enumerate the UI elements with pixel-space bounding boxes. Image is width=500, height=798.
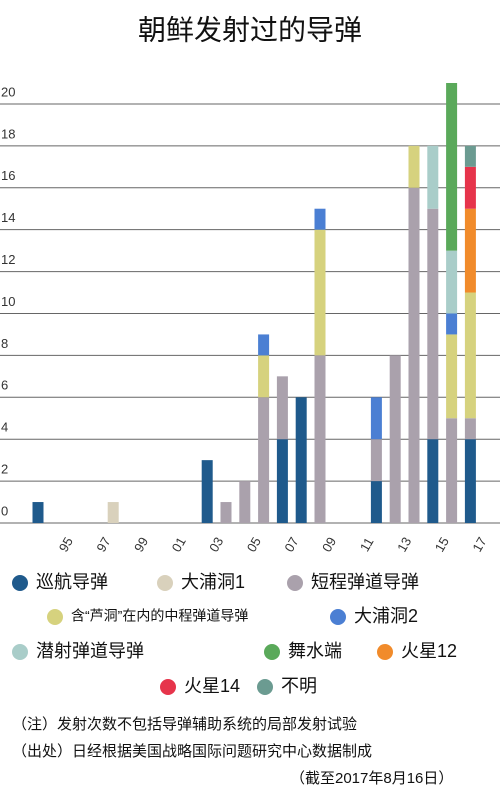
bar-segment <box>464 292 476 419</box>
x-tick-label: 09 <box>319 534 339 554</box>
bar-segment <box>276 376 288 440</box>
bar-segment <box>446 313 458 335</box>
bar-segment <box>370 481 382 523</box>
y-tick-label: 4 <box>1 420 8 435</box>
legend-label: 火星14 <box>184 676 240 696</box>
bar-segment <box>446 418 458 523</box>
legend-swatch <box>157 575 173 591</box>
legend-label: 大浦洞2 <box>354 606 418 626</box>
legend-swatch <box>287 575 303 591</box>
bar-segment <box>107 502 119 523</box>
legend-label: 不明 <box>281 676 317 696</box>
bar-segment <box>201 460 213 523</box>
x-tick-label: 15 <box>432 534 452 554</box>
bar-segment <box>220 502 232 523</box>
legend-swatch <box>12 575 28 591</box>
bar-segment <box>314 355 326 523</box>
legend-label: 火星12 <box>401 641 457 661</box>
legend-label: 大浦洞1 <box>181 572 245 592</box>
bar-segment <box>258 334 270 356</box>
legend-swatch <box>330 609 346 625</box>
bar-segment <box>464 439 476 523</box>
legend-swatch <box>257 679 273 695</box>
legend-swatch <box>47 609 63 625</box>
y-tick-label: 14 <box>1 210 15 225</box>
bar-segment <box>427 439 439 523</box>
x-tick-label: 95 <box>56 534 76 554</box>
bar-segment <box>314 208 326 230</box>
note: （出处）日经根据美国战略国际问题研究中心数据制成 <box>12 743 372 760</box>
bar-segment <box>370 397 382 440</box>
note: （注）发射次数不包括导弹辅助系统的局部发射试验 <box>12 716 357 733</box>
y-tick-label: 2 <box>1 462 8 477</box>
bar-segment <box>239 481 251 523</box>
bar-segment <box>408 145 420 188</box>
legend-swatch <box>377 644 393 660</box>
legend-label: 舞水端 <box>288 641 342 661</box>
legend-label: 短程弹道导弹 <box>311 572 419 592</box>
bar-segment <box>446 83 458 251</box>
legend-label: 潜射弹道导弹 <box>36 641 144 661</box>
x-tick-label: 99 <box>131 534 151 554</box>
y-tick-label: 0 <box>1 503 8 518</box>
bar-segment <box>464 418 476 440</box>
y-tick-label: 6 <box>1 378 8 393</box>
x-tick-label: 11 <box>357 535 377 554</box>
bar-segment <box>258 355 270 398</box>
x-tick-label: 07 <box>281 534 301 554</box>
x-tick-label: 01 <box>169 534 189 554</box>
bar-segment <box>446 334 458 419</box>
bar-segment <box>464 166 476 209</box>
bar-segment <box>464 208 476 293</box>
legend-swatch <box>264 644 280 660</box>
bar-segment <box>32 502 44 523</box>
bar-segment <box>389 355 401 523</box>
bar-segment <box>446 250 458 314</box>
y-tick-label: 12 <box>1 252 15 267</box>
chart-title: 朝鲜发射过的导弹 <box>138 14 362 45</box>
legend-swatch <box>12 644 28 660</box>
bar-segment <box>258 397 270 523</box>
bar-segment <box>427 145 439 209</box>
x-tick-label: 17 <box>469 534 489 554</box>
bar-segment <box>408 187 420 523</box>
y-tick-label: 18 <box>1 126 15 141</box>
y-tick-label: 10 <box>1 294 15 309</box>
y-tick-label: 20 <box>1 84 15 99</box>
bar-segment <box>464 145 476 167</box>
y-tick-label: 8 <box>1 336 8 351</box>
x-tick-label: 03 <box>206 534 226 554</box>
x-tick-label: 05 <box>244 534 264 554</box>
x-tick-label: 13 <box>394 534 414 554</box>
note: （截至2017年8月16日） <box>290 770 453 787</box>
legend-swatch <box>160 679 176 695</box>
bar-segment <box>314 229 326 356</box>
x-tick-label: 97 <box>93 534 113 554</box>
bar-segment <box>276 439 288 523</box>
bar-segment <box>295 397 307 523</box>
bar-segment <box>370 439 382 482</box>
legend-label: 巡航导弹 <box>36 572 108 592</box>
bar-segment <box>427 208 439 440</box>
y-tick-label: 16 <box>1 168 15 183</box>
legend-label: 含“芦洞”在内的中程弹道导弹 <box>71 608 248 624</box>
